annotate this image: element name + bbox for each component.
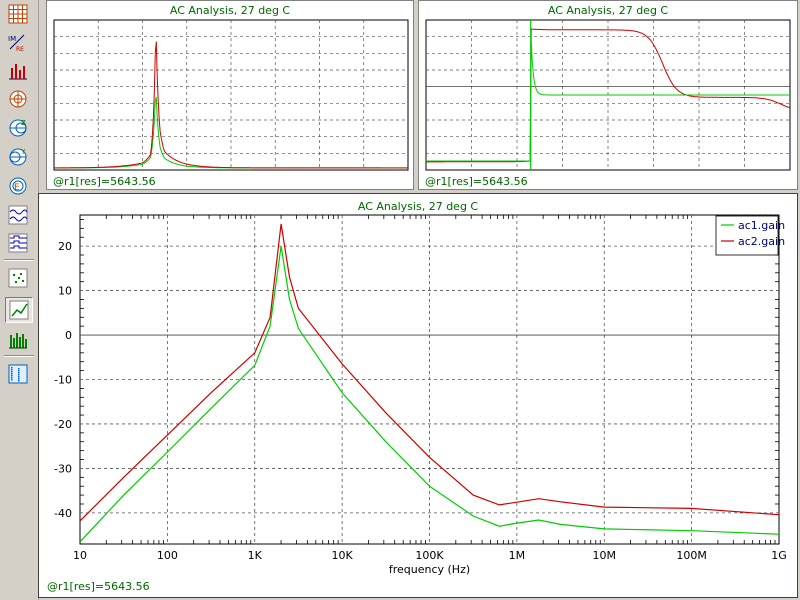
line-plot-tool-button[interactable] (5, 297, 33, 323)
svg-text:IM: IM (8, 35, 16, 43)
legend-entry: ac2.gain (738, 235, 785, 248)
y-tick-label: 20 (58, 240, 72, 253)
x-tick-label: 10 (73, 549, 87, 562)
top-right-plot-panel[interactable]: AC Analysis, 27 deg C @r1[res]=5643.56 (418, 0, 798, 190)
toolbar-separator (4, 355, 34, 357)
y-tick-label: -40 (54, 507, 72, 520)
smith-z-tool-icon: Z (9, 119, 27, 137)
histogram-tool-button[interactable] (5, 58, 33, 84)
svg-text:Z: Z (21, 119, 26, 127)
smith-zy-tool-button[interactable]: E (5, 174, 33, 200)
thumb-series-ac2-gain (426, 28, 791, 163)
y-tick-label: 10 (58, 285, 72, 298)
y-tick-label: -20 (54, 418, 72, 431)
waveform-tool-icon (8, 205, 28, 225)
x-tick-label: 100K (415, 549, 444, 562)
top-left-status-text: @r1[res]=5643.56 (53, 175, 156, 188)
main-chart[interactable]: 10 100 1K 10K 100K 1M 10M 100M 1G -40 -30 -20 -10 0 10… (39, 194, 797, 597)
svg-text:E: E (14, 183, 20, 193)
main-plot-title: AC Analysis, 27 deg C (357, 200, 479, 213)
grid-tool-icon (8, 4, 28, 24)
thumb-series-ac1-gain (426, 41, 790, 162)
svg-text:Y: Y (20, 148, 26, 156)
monte-carlo-tool-icon (8, 364, 28, 384)
scatter-tool-button[interactable] (5, 266, 33, 292)
x-tick-label: 1G (771, 549, 787, 562)
im-re-tool-button[interactable]: IM RE (5, 30, 33, 56)
monte-carlo-tool-button[interactable] (5, 362, 33, 388)
legend-entry: ac1.gain (738, 219, 785, 232)
polar-tool-icon (9, 90, 27, 108)
bar-plot-tool-icon (9, 333, 27, 349)
y-tick-label: 0 (65, 329, 72, 342)
digital-waveform-tool-icon (8, 233, 28, 253)
x-tick-label: 100 (157, 549, 178, 562)
smith-zy-tool-icon: E (9, 177, 27, 195)
y-tick-label: -10 (54, 374, 72, 387)
top-right-status-text: @r1[res]=5643.56 (425, 175, 528, 188)
smith-y-tool-icon: Y (9, 148, 27, 166)
x-axis-label: frequency (Hz) (389, 563, 470, 576)
x-tick-label: 1M (509, 549, 526, 562)
scatter-tool-icon (8, 268, 28, 288)
top-left-plot-panel[interactable]: AC Analysis, 27 deg C @r1[res]=5643.56 (46, 0, 414, 190)
series-line-ac1-gain[interactable] (79, 246, 780, 543)
top-left-plot-area[interactable] (47, 1, 413, 189)
series-line-ac2-gain[interactable] (79, 223, 780, 522)
toolbar-separator (4, 259, 34, 261)
legend[interactable]: ac1.gain ac2.gain (715, 215, 785, 256)
x-tick-label: 10M (593, 549, 617, 562)
svg-text:RE: RE (16, 46, 24, 53)
waveform-tool-button[interactable] (5, 203, 33, 229)
top-left-plot-title: AC Analysis, 27 deg C (169, 4, 291, 17)
x-tick-label: 10K (332, 549, 354, 562)
top-right-plot-area[interactable] (419, 1, 797, 189)
thumb-series-ac2-gain (54, 41, 408, 169)
line-plot-tool-icon (9, 300, 29, 320)
digital-waveform-tool-button[interactable] (5, 231, 33, 257)
y-tick-label: -30 (54, 462, 72, 475)
smith-y-tool-button[interactable]: Y (5, 145, 33, 171)
x-tick-label: 100M (676, 549, 707, 562)
grid-tool-button[interactable] (5, 2, 33, 28)
x-tick-label: 1K (248, 549, 263, 562)
top-right-plot-title: AC Analysis, 27 deg C (547, 4, 669, 17)
main-plot-panel[interactable]: AC Analysis, 27 deg C 10 100 1K 10K 100K 1M 10… (38, 193, 798, 598)
polar-tool-button[interactable] (5, 87, 33, 113)
plot-toolbar: IM RE Z Y E (0, 0, 39, 600)
main-status-text: @r1[res]=5643.56 (47, 580, 150, 593)
histogram-tool-icon (9, 64, 27, 80)
bar-plot-tool-button[interactable] (5, 327, 33, 353)
smith-z-tool-button[interactable]: Z (5, 116, 33, 142)
